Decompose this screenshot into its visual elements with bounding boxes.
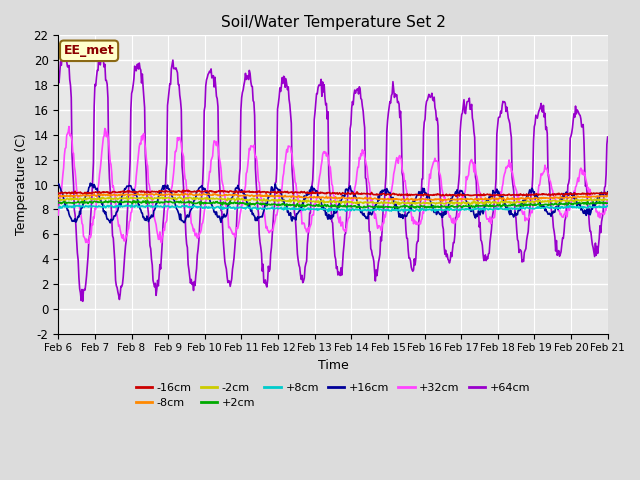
X-axis label: Time: Time [317, 359, 348, 372]
Y-axis label: Temperature (C): Temperature (C) [15, 133, 28, 236]
Legend: -16cm, -8cm, -2cm, +2cm, +8cm, +16cm, +32cm, +64cm: -16cm, -8cm, -2cm, +2cm, +8cm, +16cm, +3… [131, 378, 534, 412]
Title: Soil/Water Temperature Set 2: Soil/Water Temperature Set 2 [221, 15, 445, 30]
Text: EE_met: EE_met [64, 44, 115, 57]
